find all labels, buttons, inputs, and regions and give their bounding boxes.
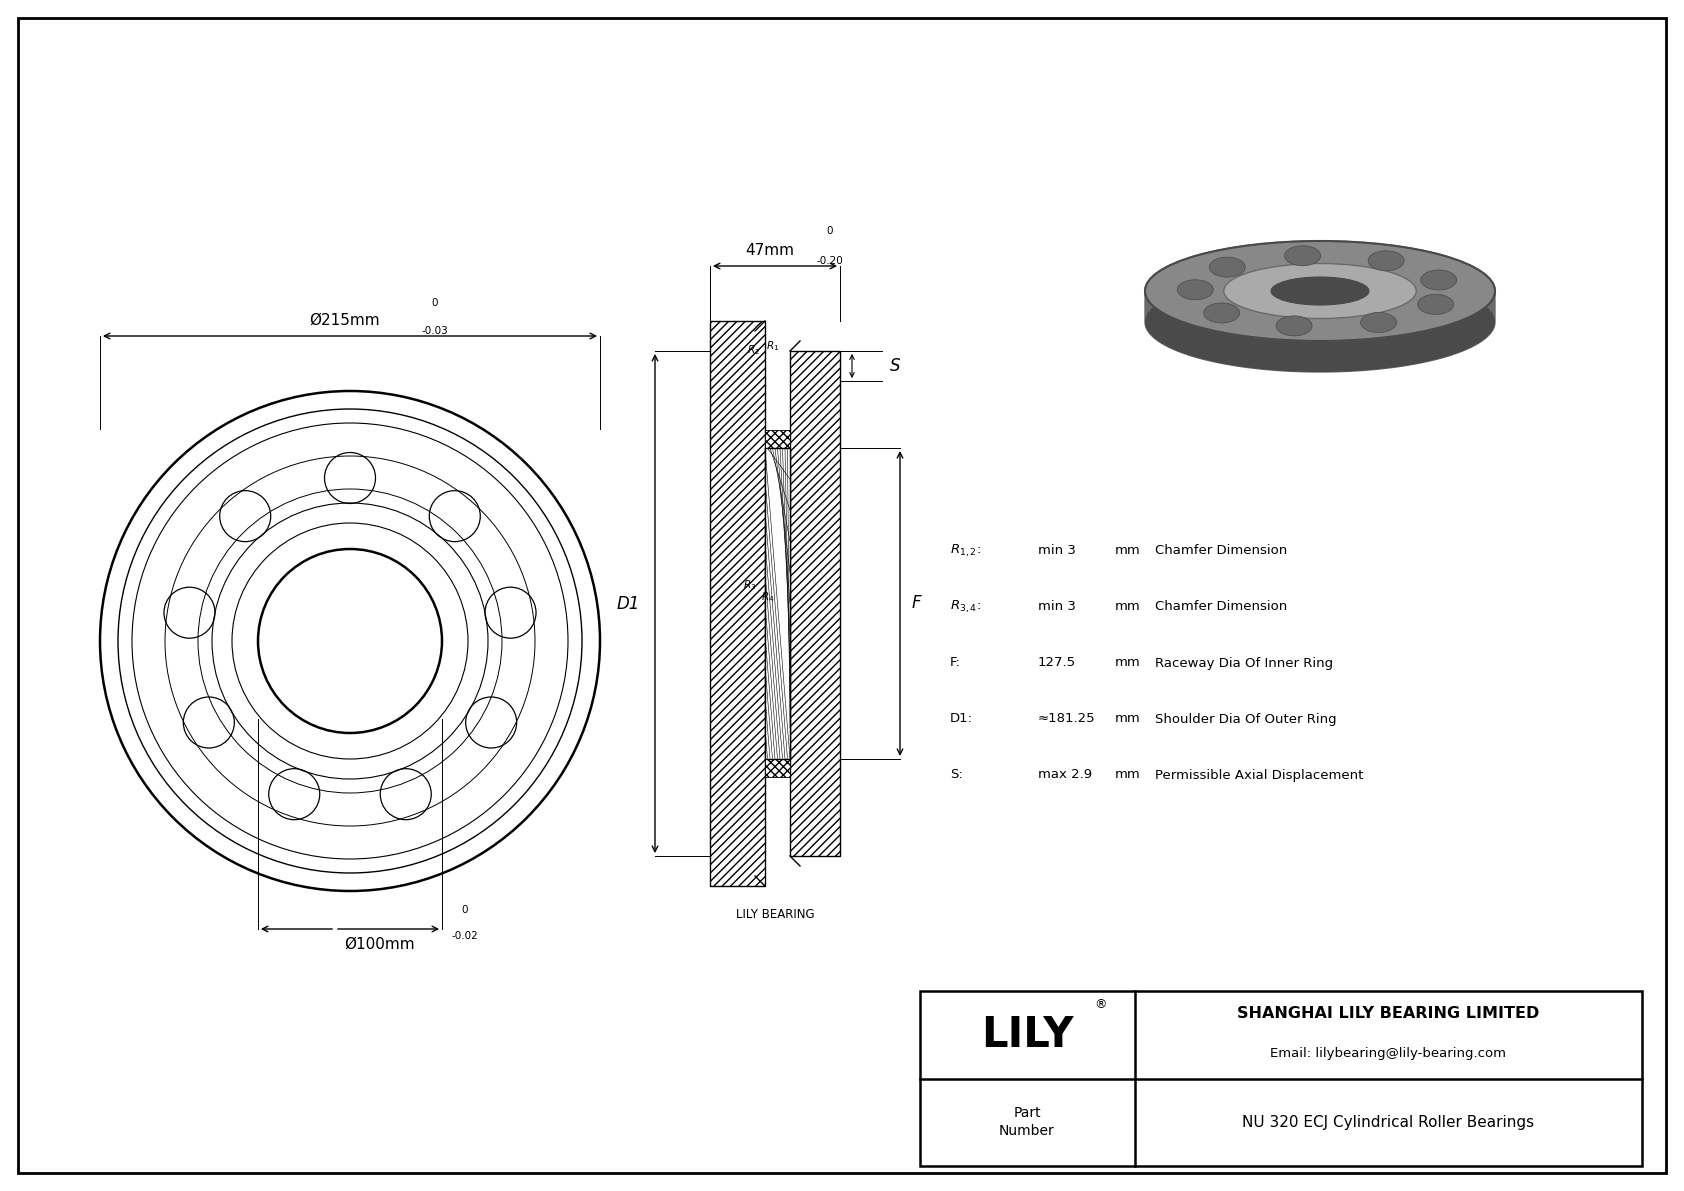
Bar (765, 430, 790, 448)
Text: LILY: LILY (980, 1014, 1073, 1055)
Text: Chamfer Dimension: Chamfer Dimension (1155, 544, 1287, 557)
Text: min 3: min 3 (1037, 600, 1076, 613)
Text: mm: mm (1115, 656, 1140, 669)
Text: ®: ® (1093, 998, 1106, 1011)
Text: NU 320 ECJ Cylindrical Roller Bearings: NU 320 ECJ Cylindrical Roller Bearings (1243, 1115, 1534, 1130)
Text: mm: mm (1115, 600, 1140, 613)
Text: min 3: min 3 (1037, 544, 1076, 557)
Text: Shoulder Dia Of Outer Ring: Shoulder Dia Of Outer Ring (1155, 712, 1337, 725)
Ellipse shape (1204, 303, 1239, 323)
Text: $R_2$: $R_2$ (748, 343, 759, 357)
Text: Part
Number: Part Number (999, 1106, 1054, 1139)
Text: SHANGHAI LILY BEARING LIMITED: SHANGHAI LILY BEARING LIMITED (1238, 1006, 1539, 1021)
Text: max 2.9: max 2.9 (1037, 768, 1093, 781)
Text: Ø215mm: Ø215mm (310, 313, 381, 328)
Ellipse shape (1145, 241, 1495, 341)
Ellipse shape (1224, 263, 1416, 318)
Ellipse shape (1276, 316, 1312, 336)
Text: $R_{1,2}$:: $R_{1,2}$: (950, 543, 982, 560)
Text: -0.03: -0.03 (421, 326, 448, 336)
Text: mm: mm (1115, 544, 1140, 557)
Text: S:: S: (950, 768, 963, 781)
Text: 0: 0 (431, 298, 438, 308)
Ellipse shape (1285, 245, 1320, 266)
Text: S: S (891, 357, 901, 375)
Text: Email: lilybearing@lily-bearing.com: Email: lilybearing@lily-bearing.com (1270, 1048, 1507, 1060)
Text: Ø100mm: Ø100mm (345, 937, 416, 952)
Text: 0: 0 (461, 905, 468, 915)
Ellipse shape (1418, 294, 1453, 314)
Text: 47mm: 47mm (746, 243, 795, 258)
Bar (711, 322, 765, 886)
Bar (919, 991, 1642, 1166)
Text: $R_{3,4}$:: $R_{3,4}$: (950, 599, 982, 616)
Text: Chamfer Dimension: Chamfer Dimension (1155, 600, 1287, 613)
Text: mm: mm (1115, 768, 1140, 781)
Ellipse shape (1145, 272, 1495, 372)
Text: D1:: D1: (950, 712, 973, 725)
Ellipse shape (1367, 251, 1404, 270)
Text: -0.20: -0.20 (817, 256, 844, 266)
Text: -0.02: -0.02 (451, 931, 478, 941)
Text: 0: 0 (827, 226, 834, 236)
Text: D1: D1 (616, 594, 640, 612)
Bar (765, 759, 790, 777)
Text: 127.5: 127.5 (1037, 656, 1076, 669)
Bar (765, 448, 790, 759)
Ellipse shape (1421, 270, 1457, 289)
Text: $R_4$: $R_4$ (761, 590, 775, 604)
Text: LILY BEARING: LILY BEARING (736, 908, 815, 921)
Text: mm: mm (1115, 712, 1140, 725)
Polygon shape (1145, 291, 1495, 372)
Text: $R_1$: $R_1$ (766, 339, 780, 353)
Ellipse shape (1361, 312, 1396, 332)
Ellipse shape (1177, 280, 1212, 300)
Text: Permissible Axial Displacement: Permissible Axial Displacement (1155, 768, 1364, 781)
Text: ≈181.25: ≈181.25 (1037, 712, 1096, 725)
Text: F: F (913, 594, 921, 612)
Ellipse shape (1271, 278, 1369, 305)
Text: Raceway Dia Of Inner Ring: Raceway Dia Of Inner Ring (1155, 656, 1334, 669)
Text: $R_3$: $R_3$ (743, 578, 756, 592)
Text: F:: F: (950, 656, 962, 669)
Ellipse shape (1209, 257, 1244, 278)
Bar (790, 351, 840, 856)
